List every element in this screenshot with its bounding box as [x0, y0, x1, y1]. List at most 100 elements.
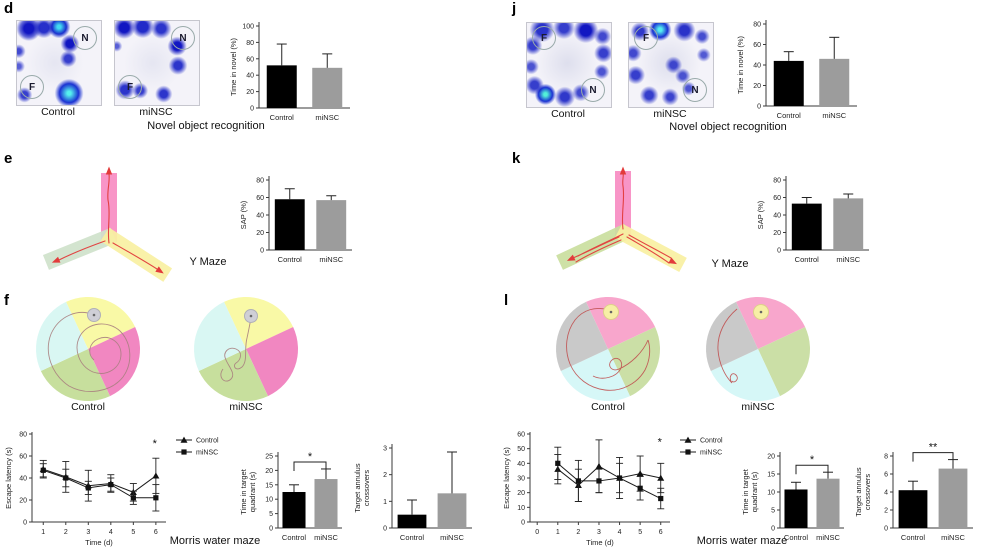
- svg-text:100: 100: [242, 24, 254, 31]
- svg-text:Control: Control: [777, 111, 802, 120]
- panel-label-l: l: [504, 292, 509, 309]
- svg-text:1: 1: [41, 529, 45, 536]
- svg-text:Target annulus: Target annulus: [353, 463, 362, 512]
- svg-text:Control: Control: [795, 255, 820, 264]
- svg-text:3: 3: [383, 446, 387, 453]
- image-caption: Control: [41, 106, 75, 118]
- svg-text:Time in novel (%): Time in novel (%): [736, 35, 745, 94]
- svg-text:quadrant (s): quadrant (s): [248, 471, 257, 512]
- svg-text:Control: Control: [196, 438, 219, 445]
- svg-text:Time (d): Time (d): [85, 538, 113, 547]
- svg-text:*: *: [153, 438, 158, 450]
- bar-chart-target-quadrant-f: 0 5 10 15 20 25 Control miNSC * Time in target qua…: [239, 451, 342, 542]
- familiar-object-marker: F: [634, 26, 658, 50]
- novel-object-marker: N: [581, 78, 605, 102]
- svg-text:quadrant (s): quadrant (s): [750, 471, 759, 512]
- svg-text:3: 3: [597, 529, 601, 536]
- svg-text:5: 5: [131, 529, 135, 536]
- svg-text:60: 60: [517, 432, 525, 439]
- svg-text:40: 40: [517, 461, 525, 468]
- task-caption: Morris water maze: [696, 535, 788, 547]
- svg-text:40: 40: [246, 73, 254, 80]
- svg-text:15: 15: [265, 482, 273, 489]
- svg-text:20: 20: [773, 230, 781, 237]
- svg-text:80: 80: [753, 22, 761, 29]
- svg-text:*: *: [658, 437, 663, 449]
- svg-text:0: 0: [23, 520, 27, 527]
- svg-text:0: 0: [521, 520, 525, 527]
- bar-chart-annulus-crossovers-l: 0 2 4 6 8 Control miNSC ** Target annulus crossov…: [854, 442, 973, 542]
- image-caption: miNSC: [139, 106, 173, 118]
- heatmap-image-d-minsc: N F: [114, 20, 200, 106]
- heatmap-image-d-control: N F: [16, 20, 102, 106]
- svg-text:0: 0: [884, 526, 888, 533]
- bar-chart-time-in-novel-j: 0 20 40 60 80 Control miNSC Time in novel (%): [736, 20, 857, 120]
- svg-text:1: 1: [556, 529, 560, 536]
- bar-chart-sap-k: 0 20 40 60 80 Control miNSC SAP (%): [756, 176, 869, 264]
- svg-text:60: 60: [19, 454, 27, 461]
- image-caption: miNSC: [741, 401, 775, 413]
- svg-text:miNSC: miNSC: [836, 255, 860, 264]
- svg-text:60: 60: [246, 56, 254, 63]
- svg-text:Target annulus: Target annulus: [854, 467, 863, 516]
- svg-text:crossovers: crossovers: [863, 474, 872, 511]
- bar-chart-sap-e: 0 20 40 60 80 Control miNSC SAP (%): [239, 176, 352, 264]
- svg-text:4: 4: [109, 529, 113, 536]
- water-maze-image-l-control: [556, 297, 660, 401]
- water-maze-image-f-control: [36, 297, 140, 401]
- svg-text:5: 5: [638, 529, 642, 536]
- image-caption: Control: [71, 401, 105, 413]
- svg-text:15: 15: [767, 472, 775, 479]
- svg-text:*: *: [810, 454, 815, 466]
- svg-text:20: 20: [767, 454, 775, 461]
- task-caption: Novel object recognition: [147, 120, 265, 132]
- panel-label-d: d: [4, 0, 14, 17]
- panel-label-k: k: [512, 150, 521, 167]
- svg-text:40: 40: [773, 213, 781, 220]
- svg-text:Control: Control: [270, 113, 295, 122]
- svg-text:80: 80: [256, 178, 264, 185]
- image-caption: miNSC: [653, 108, 687, 120]
- svg-text:80: 80: [246, 40, 254, 47]
- svg-text:0: 0: [260, 248, 264, 255]
- svg-text:6: 6: [659, 529, 663, 536]
- svg-text:1: 1: [383, 499, 387, 506]
- novel-object-marker: N: [73, 26, 97, 50]
- svg-text:60: 60: [773, 195, 781, 202]
- svg-text:20: 20: [517, 490, 525, 497]
- svg-text:60: 60: [753, 42, 761, 49]
- svg-text:30: 30: [517, 476, 525, 483]
- svg-text:miNSC: miNSC: [941, 533, 965, 542]
- svg-text:**: **: [929, 442, 938, 454]
- svg-text:miNSC: miNSC: [816, 533, 840, 542]
- task-caption: Y Maze: [189, 256, 227, 268]
- svg-text:Escape latency (s): Escape latency (s): [4, 447, 13, 509]
- line-chart-escape-latency-f: 0 20 40 60 80 1 2 3 4 5 6 Time (d) Escape latency (s…: [4, 432, 219, 548]
- svg-text:20: 20: [753, 83, 761, 90]
- familiar-object-marker: F: [20, 75, 44, 99]
- task-caption: Y Maze: [711, 258, 749, 270]
- bar-chart-target-quadrant-l: 0 5 10 15 20 Control miNSC * Time in target quadr…: [741, 452, 844, 542]
- svg-text:miNSC: miNSC: [700, 450, 722, 457]
- svg-text:4: 4: [618, 529, 622, 536]
- svg-text:Control: Control: [400, 533, 425, 542]
- svg-text:Time (d): Time (d): [586, 538, 614, 547]
- svg-text:8: 8: [884, 454, 888, 461]
- svg-text:SAP (%): SAP (%): [756, 200, 765, 229]
- water-maze-image-l-minsc: [706, 297, 810, 401]
- svg-text:20: 20: [256, 230, 264, 237]
- svg-text:Control: Control: [278, 255, 303, 264]
- novel-object-marker: N: [171, 26, 195, 50]
- svg-text:0: 0: [757, 104, 761, 111]
- svg-text:0: 0: [269, 526, 273, 533]
- y-maze-image-k: [556, 166, 687, 272]
- svg-text:0: 0: [250, 106, 254, 113]
- svg-text:0: 0: [777, 248, 781, 255]
- task-caption: Novel object recognition: [669, 121, 787, 133]
- svg-text:80: 80: [19, 432, 27, 439]
- heatmap-image-j-minsc: F N: [628, 22, 714, 108]
- svg-text:5: 5: [269, 511, 273, 518]
- svg-text:miNSC: miNSC: [822, 111, 846, 120]
- svg-text:2: 2: [64, 529, 68, 536]
